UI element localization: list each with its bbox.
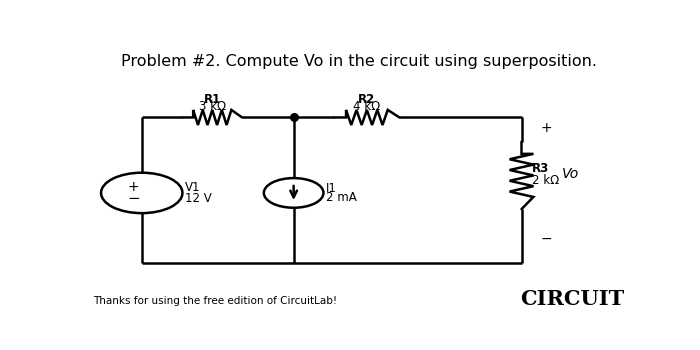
Text: 4 kΩ: 4 kΩ — [354, 100, 381, 113]
Circle shape — [101, 173, 183, 213]
Text: V1: V1 — [185, 181, 201, 194]
Text: R1: R1 — [204, 93, 221, 106]
Text: Thanks for using the free edition of CircuitLab!: Thanks for using the free edition of Cir… — [93, 296, 337, 306]
Text: 12 V: 12 V — [185, 192, 212, 205]
Text: R2: R2 — [358, 93, 375, 106]
Text: CIRCUIT: CIRCUIT — [520, 289, 624, 309]
Text: Vo: Vo — [562, 167, 580, 181]
Text: 2 mA: 2 mA — [326, 191, 357, 204]
Text: −: − — [540, 232, 552, 246]
Text: +: + — [128, 180, 139, 194]
Text: Problem #2. Compute Vo in the circuit using superposition.: Problem #2. Compute Vo in the circuit us… — [120, 54, 596, 69]
Circle shape — [264, 178, 323, 208]
Text: R3: R3 — [533, 162, 550, 175]
Text: 3 kΩ: 3 kΩ — [199, 100, 226, 113]
Text: I1: I1 — [326, 182, 337, 195]
Text: +: + — [540, 121, 552, 135]
Text: −: − — [127, 191, 140, 206]
Text: 2 kΩ: 2 kΩ — [533, 174, 559, 187]
